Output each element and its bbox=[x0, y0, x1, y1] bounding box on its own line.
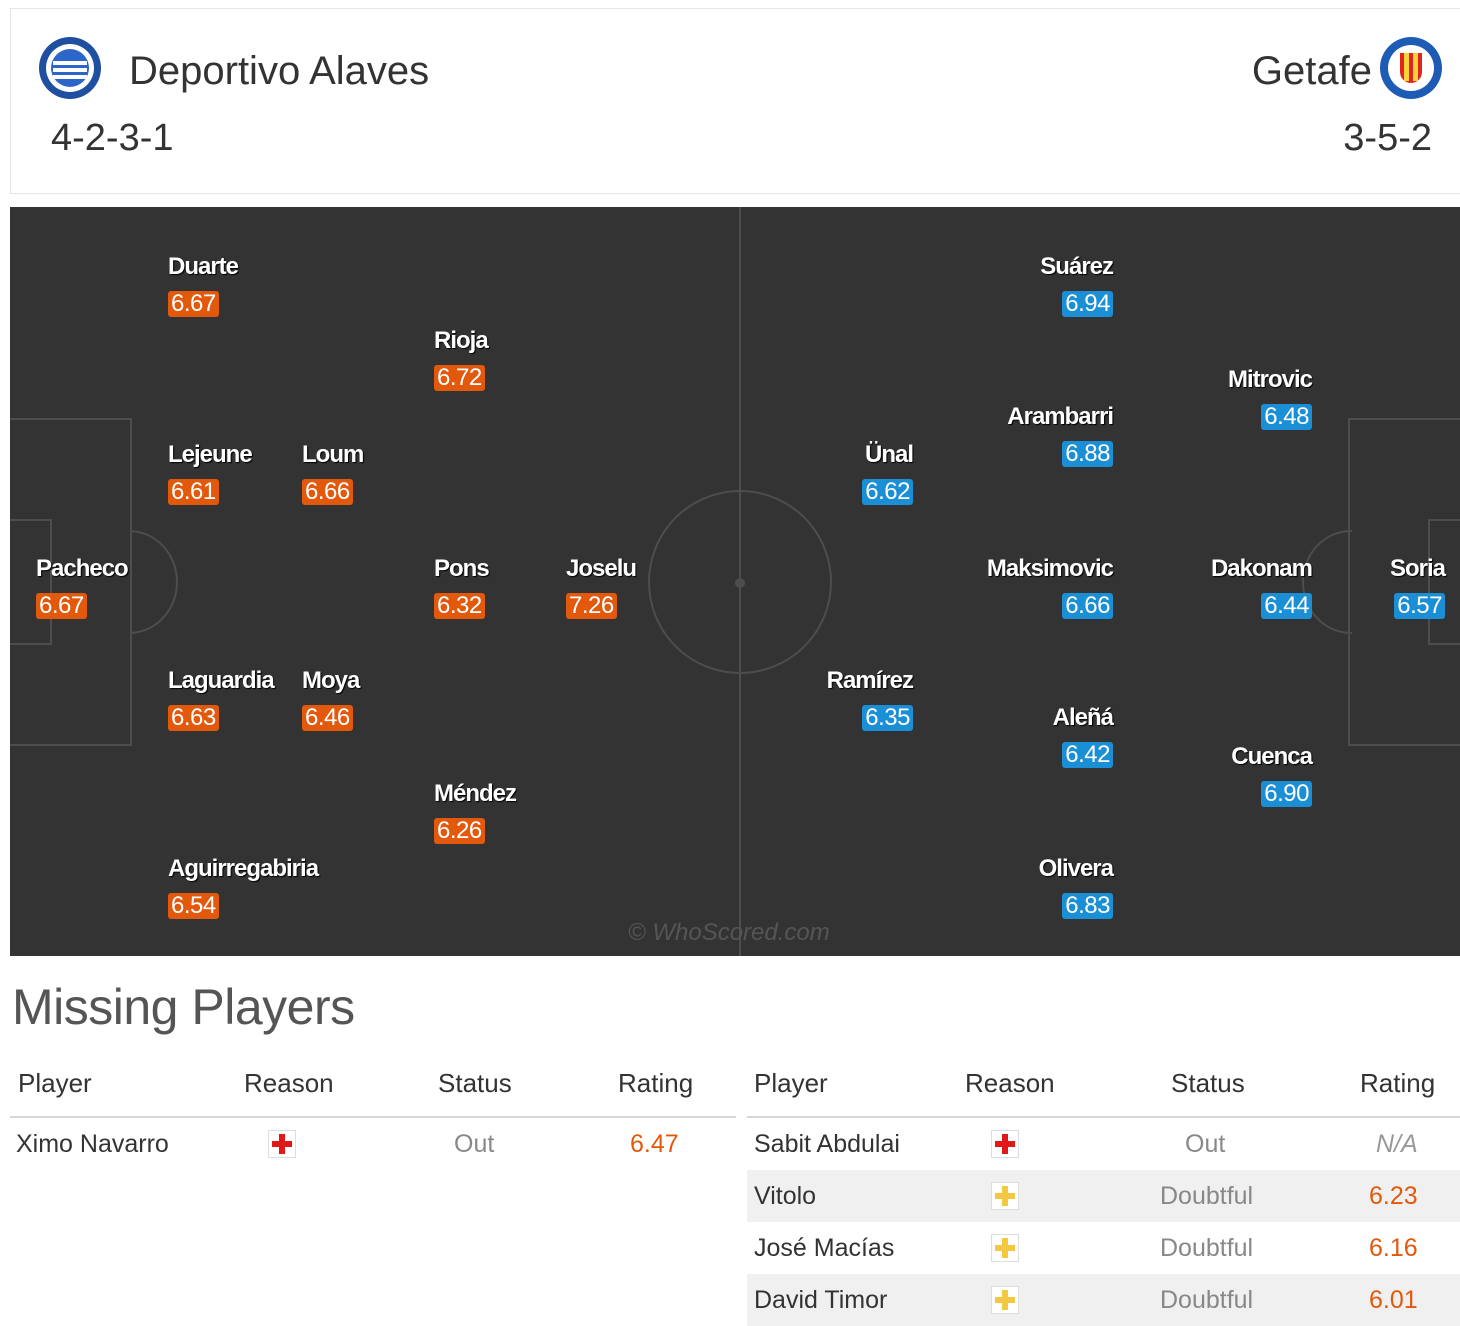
col-player[interactable]: Player bbox=[18, 1068, 92, 1098]
player-rating: 6.61 bbox=[168, 479, 219, 505]
away-goal-box bbox=[1428, 519, 1460, 645]
player-rating: 6.66 bbox=[1062, 593, 1113, 619]
player-rating: 6.35 bbox=[862, 705, 913, 731]
col-player[interactable]: Player bbox=[754, 1068, 828, 1098]
player-name: Joselu bbox=[566, 555, 637, 582]
player-name: Pacheco bbox=[36, 555, 129, 582]
rating-value: 6.23 bbox=[1369, 1182, 1418, 1210]
player-rating: 6.32 bbox=[434, 593, 485, 619]
center-circle bbox=[648, 490, 832, 674]
table-row: Ximo Navarro Out 6.47 bbox=[10, 1118, 736, 1170]
player-rating: 7.26 bbox=[566, 593, 617, 619]
player-rating: 6.62 bbox=[862, 479, 913, 505]
player-name: Rioja bbox=[434, 327, 489, 354]
status-text: Doubtful bbox=[1160, 1234, 1254, 1262]
home-formation: 4-2-3-1 bbox=[51, 117, 174, 159]
player-rating: 6.66 bbox=[302, 479, 353, 505]
player-name: Arambarri bbox=[1007, 403, 1114, 430]
player-name: Lejeune bbox=[168, 441, 253, 468]
player-rating: 6.67 bbox=[168, 291, 219, 317]
player-name: Cuenca bbox=[1231, 743, 1313, 770]
player-link[interactable]: David Timor bbox=[754, 1286, 888, 1314]
col-rating[interactable]: Rating bbox=[1360, 1068, 1436, 1098]
player-name: Ünal bbox=[864, 441, 914, 468]
status-text: Doubtful bbox=[1160, 1182, 1254, 1210]
away-missing-table: Player Reason Status Rating Sabit Abdula… bbox=[747, 1060, 1460, 1326]
injury-icon bbox=[991, 1130, 1019, 1158]
player-name: Dakonam bbox=[1210, 555, 1313, 582]
player-rating: 6.42 bbox=[1062, 742, 1113, 768]
col-status[interactable]: Status bbox=[1171, 1068, 1245, 1098]
player-rating: 6.57 bbox=[1394, 593, 1445, 619]
watermark: © WhoScored.com bbox=[628, 919, 830, 946]
player-name: Maksimovic bbox=[986, 555, 1114, 582]
player-name: Aguirregabiria bbox=[168, 855, 319, 882]
player-rating: 6.46 bbox=[302, 705, 353, 731]
player-name: Duarte bbox=[168, 253, 239, 280]
match-header: Deportivo Alaves 4-2-3-1 Getafe 3-5-2 bbox=[10, 8, 1460, 194]
player-name: Soria bbox=[1389, 555, 1446, 582]
player-rating: 6.44 bbox=[1261, 593, 1312, 619]
home-goal-box bbox=[10, 519, 52, 645]
table-header: Player Reason Status Rating bbox=[747, 1060, 1460, 1118]
player-rating: 6.90 bbox=[1261, 781, 1312, 807]
missing-players-title: Missing Players bbox=[12, 979, 355, 1035]
getafe-crest-icon bbox=[1380, 37, 1442, 99]
player-link[interactable]: José Macías bbox=[754, 1234, 895, 1262]
player-link[interactable]: Vitolo bbox=[754, 1182, 817, 1210]
alaves-crest-icon bbox=[39, 37, 101, 99]
player-rating: 6.48 bbox=[1261, 404, 1312, 430]
player-name: Suárez bbox=[1040, 253, 1114, 280]
table-row: Sabit Abdulai Out N/A bbox=[747, 1118, 1460, 1170]
rating-value: N/A bbox=[1376, 1130, 1418, 1158]
player-link[interactable]: Sabit Abdulai bbox=[754, 1130, 900, 1158]
center-spot bbox=[735, 578, 745, 588]
player-rating: 6.54 bbox=[168, 893, 219, 919]
col-rating[interactable]: Rating bbox=[618, 1068, 694, 1098]
status-text: Out bbox=[1185, 1130, 1226, 1158]
table-header: Player Reason Status Rating bbox=[10, 1060, 736, 1118]
rating-value: 6.47 bbox=[630, 1130, 679, 1158]
player-name: Olivera bbox=[1038, 855, 1114, 882]
rating-value: 6.01 bbox=[1369, 1286, 1418, 1314]
table-row: José Macías Doubtful 6.16 bbox=[747, 1222, 1460, 1274]
away-formation: 3-5-2 bbox=[1343, 117, 1432, 159]
player-name: Laguardia bbox=[168, 667, 275, 694]
player-link[interactable]: Ximo Navarro bbox=[16, 1130, 169, 1158]
player-name: Aleñá bbox=[1052, 704, 1114, 731]
injury-icon bbox=[268, 1130, 296, 1158]
table-row: David Timor Doubtful 6.01 bbox=[747, 1274, 1460, 1326]
col-reason[interactable]: Reason bbox=[244, 1068, 334, 1098]
player-rating: 6.94 bbox=[1062, 291, 1113, 317]
away-team-name[interactable]: Getafe bbox=[1251, 49, 1372, 93]
player-rating: 6.63 bbox=[168, 705, 219, 731]
player-rating: 6.72 bbox=[434, 365, 485, 391]
doubtful-icon bbox=[991, 1234, 1019, 1262]
col-reason[interactable]: Reason bbox=[965, 1068, 1055, 1098]
table-row: Vitolo Doubtful 6.23 bbox=[747, 1170, 1460, 1222]
doubtful-icon bbox=[991, 1286, 1019, 1314]
player-name: Moya bbox=[302, 667, 360, 694]
doubtful-icon bbox=[991, 1182, 1019, 1210]
player-name: Ramírez bbox=[826, 667, 914, 694]
player-name: Mitrovic bbox=[1227, 366, 1313, 393]
pitch: Duarte 6.67 Rioja 6.72 Lejeune 6.61 Loum… bbox=[10, 207, 1460, 956]
player-rating: 6.67 bbox=[36, 593, 87, 619]
home-missing-table: Player Reason Status Rating Ximo Navarro… bbox=[10, 1060, 736, 1170]
rating-value: 6.16 bbox=[1369, 1234, 1418, 1262]
status-text: Out bbox=[454, 1130, 495, 1158]
player-name: Pons bbox=[434, 555, 490, 582]
player-rating: 6.88 bbox=[1062, 441, 1113, 467]
col-status[interactable]: Status bbox=[438, 1068, 512, 1098]
player-rating: 6.26 bbox=[434, 818, 485, 844]
home-penalty-box bbox=[10, 418, 132, 746]
player-name: Méndez bbox=[434, 780, 517, 807]
home-team-name[interactable]: Deportivo Alaves bbox=[129, 49, 430, 93]
status-text: Doubtful bbox=[1160, 1286, 1254, 1314]
player-name: Loum bbox=[302, 441, 364, 468]
player-rating: 6.83 bbox=[1062, 893, 1113, 919]
